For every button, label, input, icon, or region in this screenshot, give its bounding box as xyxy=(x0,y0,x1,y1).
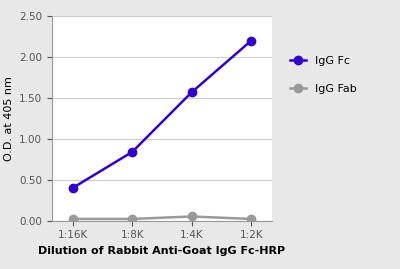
Line: IgG Fc: IgG Fc xyxy=(69,37,255,192)
IgG Fc xyxy=(189,91,194,94)
IgG Fab xyxy=(130,217,135,221)
IgG Fc xyxy=(249,39,254,42)
IgG Fc xyxy=(70,186,75,189)
X-axis label: Dilution of Rabbit Anti-Goat IgG Fc-HRP: Dilution of Rabbit Anti-Goat IgG Fc-HRP xyxy=(38,246,286,256)
IgG Fab xyxy=(70,217,75,221)
Line: IgG Fab: IgG Fab xyxy=(69,212,255,223)
Legend: IgG Fc, IgG Fab: IgG Fc, IgG Fab xyxy=(286,52,360,97)
Y-axis label: O.D. at 405 nm: O.D. at 405 nm xyxy=(4,76,14,161)
IgG Fab xyxy=(249,217,254,221)
IgG Fc xyxy=(130,150,135,154)
IgG Fab xyxy=(189,215,194,218)
